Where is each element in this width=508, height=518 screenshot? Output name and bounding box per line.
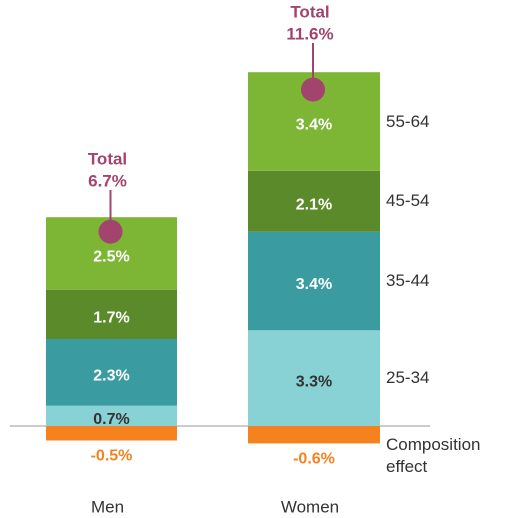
bar-segment xyxy=(46,426,177,441)
bar-segment xyxy=(46,289,177,339)
value-label: 2.3% xyxy=(93,368,129,385)
bar-segment xyxy=(248,330,380,426)
series-label: 55-64 xyxy=(386,111,430,131)
total-marker xyxy=(98,219,123,244)
series-label: 45-54 xyxy=(386,191,430,211)
bar-segment xyxy=(248,231,380,331)
value-label: 2.1% xyxy=(296,196,332,213)
value-label: 1.7% xyxy=(93,310,129,327)
total-marker xyxy=(301,77,325,102)
value-label: 2.5% xyxy=(93,249,129,266)
bar-segment xyxy=(248,426,380,444)
total-title: Total xyxy=(290,2,329,21)
x-tick-label: Women xyxy=(281,497,339,516)
series-label: Composition effect xyxy=(386,435,481,476)
value-label: 3.4% xyxy=(296,117,332,134)
total-value: 6.7% xyxy=(88,171,127,190)
x-tick-label: Men xyxy=(91,497,124,516)
value-label: 0.7% xyxy=(93,411,129,428)
value-label: 3.4% xyxy=(296,276,332,293)
bar-segment xyxy=(46,339,177,406)
total-value: 11.6% xyxy=(286,24,333,43)
bar-segment xyxy=(248,170,380,232)
value-label: 3.3% xyxy=(296,373,332,390)
bar-segment xyxy=(46,405,177,426)
value-label: -0.5% xyxy=(91,448,133,465)
total-title: Total xyxy=(88,149,127,168)
series-label: 35-44 xyxy=(386,271,430,290)
series-label: 25-34 xyxy=(386,368,430,388)
value-label: -0.6% xyxy=(293,451,335,468)
